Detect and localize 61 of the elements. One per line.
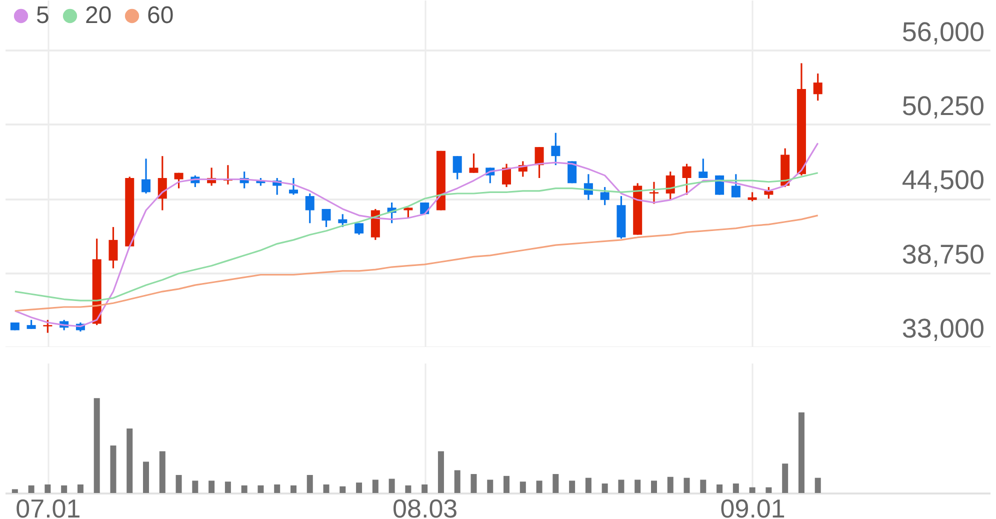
- bar: [340, 486, 346, 493]
- legend-label: 20: [85, 2, 112, 29]
- bar: [618, 480, 624, 493]
- x-tick-label: 08.03: [392, 494, 458, 519]
- bar: [110, 446, 116, 493]
- bar: [520, 482, 526, 493]
- bar: [143, 462, 150, 493]
- bar: [569, 480, 576, 493]
- bar: [192, 480, 198, 493]
- y-tick-label: 38,750: [902, 239, 984, 270]
- bar: [94, 398, 100, 493]
- bar: [602, 484, 608, 493]
- bar: [372, 480, 378, 493]
- bar: [323, 484, 330, 493]
- bar: [766, 487, 772, 493]
- bar: [61, 485, 68, 493]
- bar: [28, 485, 34, 493]
- y-tick-label: 33,000: [902, 314, 984, 344]
- bar: [126, 428, 133, 493]
- bar: [684, 478, 690, 493]
- legend-label: 5: [36, 2, 50, 29]
- bar: [454, 470, 460, 493]
- bar: [159, 451, 166, 493]
- y-tick-label: 44,500: [902, 165, 984, 196]
- bar: [224, 482, 231, 493]
- bar: [44, 484, 51, 493]
- bar: [12, 489, 18, 493]
- bar: [798, 412, 804, 493]
- y-tick-label: 50,250: [902, 90, 984, 121]
- legend-label: 60: [147, 2, 174, 29]
- bar: [504, 476, 510, 493]
- bar: [716, 484, 723, 493]
- bar: [585, 478, 592, 493]
- bar: [274, 484, 280, 493]
- bar: [258, 485, 264, 493]
- bar: [241, 485, 248, 493]
- bar: [438, 451, 444, 493]
- bar: [667, 476, 674, 493]
- bar: [176, 474, 182, 493]
- y-tick-label: 56,000: [902, 16, 984, 47]
- bar: [650, 480, 657, 493]
- bar: [782, 464, 788, 493]
- bar: [77, 484, 84, 493]
- bar: [290, 485, 296, 493]
- bar: [470, 474, 477, 493]
- x-tick-label: 09.01: [720, 494, 786, 519]
- bar: [356, 482, 362, 493]
- bar: [487, 480, 494, 493]
- bar: [552, 474, 559, 493]
- bar: [536, 480, 542, 493]
- bar: [422, 484, 428, 493]
- bar: [634, 480, 641, 493]
- bar: [208, 480, 215, 493]
- bar: [814, 478, 821, 493]
- bar: [732, 484, 739, 493]
- bar: [405, 485, 412, 493]
- bar: [306, 474, 313, 493]
- x-tick-label: 07.01: [16, 494, 81, 519]
- bar: [388, 478, 395, 493]
- bar: [749, 487, 756, 493]
- bar: [700, 480, 706, 493]
